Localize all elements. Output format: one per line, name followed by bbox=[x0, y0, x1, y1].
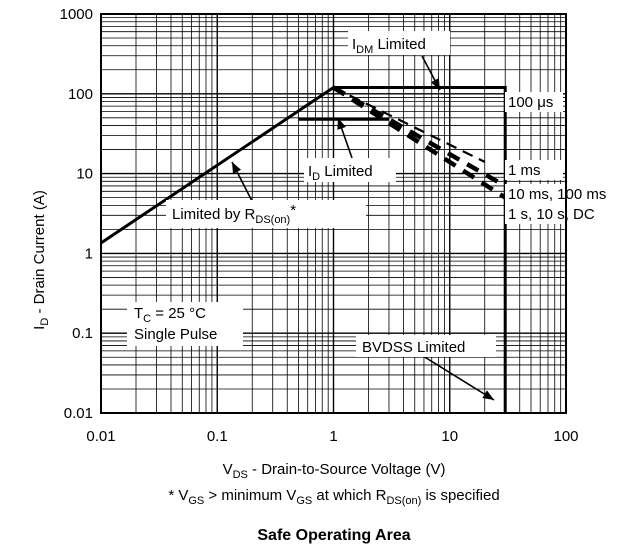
y-tick-label: 10 bbox=[76, 166, 93, 183]
t1ms-label-bg bbox=[505, 160, 563, 180]
tc-label-bg bbox=[127, 302, 243, 346]
t1s-label: 1 s, 10 s, DC bbox=[508, 206, 595, 223]
idm-arrow-head bbox=[430, 78, 440, 90]
x-tick-label: 100 bbox=[553, 428, 578, 445]
arrow-layer bbox=[231, 55, 495, 401]
x-tick-label: 1 bbox=[329, 428, 337, 445]
tc-label: TC = 25 °C bbox=[134, 305, 206, 325]
y-tick-label: 1000 bbox=[60, 6, 93, 23]
footnote: * VGS > minimum VGS at which RDS(on) is … bbox=[168, 487, 499, 507]
t1s-label-bg bbox=[505, 204, 631, 224]
y-tick-label: 0.1 bbox=[72, 325, 93, 342]
x-tick-label: 10 bbox=[441, 428, 458, 445]
t100us-label: 100 μs bbox=[508, 94, 553, 111]
t100us-label-bg bbox=[505, 92, 563, 112]
idm-limited-label: IDM Limited bbox=[352, 36, 426, 56]
t10ms-label-bg bbox=[505, 184, 631, 204]
id-label-bg bbox=[304, 158, 396, 182]
y-tick-label: 1 bbox=[85, 245, 93, 262]
idm-label-bg bbox=[348, 31, 450, 55]
rds-label-bg bbox=[166, 200, 366, 228]
rds-arrow-head bbox=[232, 162, 242, 174]
id-arrow-head bbox=[337, 118, 346, 130]
series-line-5 bbox=[332, 85, 507, 200]
x-tick-label: 0.1 bbox=[207, 428, 228, 445]
bvdss-label-bg bbox=[356, 335, 496, 357]
chart-title: Safe Operating Area bbox=[257, 527, 410, 544]
bvdss-arrow-line bbox=[422, 355, 495, 401]
series-line-1 bbox=[100, 86, 507, 413]
x-tick-label: 0.01 bbox=[86, 428, 115, 445]
plot-frame bbox=[100, 13, 567, 414]
series-layer bbox=[100, 85, 507, 413]
t10ms-label: 10 ms, 100 ms bbox=[508, 186, 606, 203]
bvdss-limited-label: BVDSS Limited bbox=[362, 339, 465, 356]
x-axis-label: VDS - Drain-to-Source Voltage (V) bbox=[223, 461, 446, 481]
id-limited-label: ID Limited bbox=[308, 163, 373, 183]
ticks-layer: 0.01 0.1 1 10 100 0.01 0.1 1 10 100 1000 bbox=[60, 6, 579, 445]
y-tick-label: 100 bbox=[68, 86, 93, 103]
t1ms-label: 1 ms bbox=[508, 162, 541, 179]
bvdss-arrow-head bbox=[482, 390, 494, 400]
rds-limited-label: Limited by RDS(on)* bbox=[172, 202, 296, 226]
y-axis-label: ID - Drain Current (A) bbox=[31, 190, 51, 330]
y-tick-label: 0.01 bbox=[64, 405, 93, 422]
single-pulse-label: Single Pulse bbox=[134, 326, 217, 343]
